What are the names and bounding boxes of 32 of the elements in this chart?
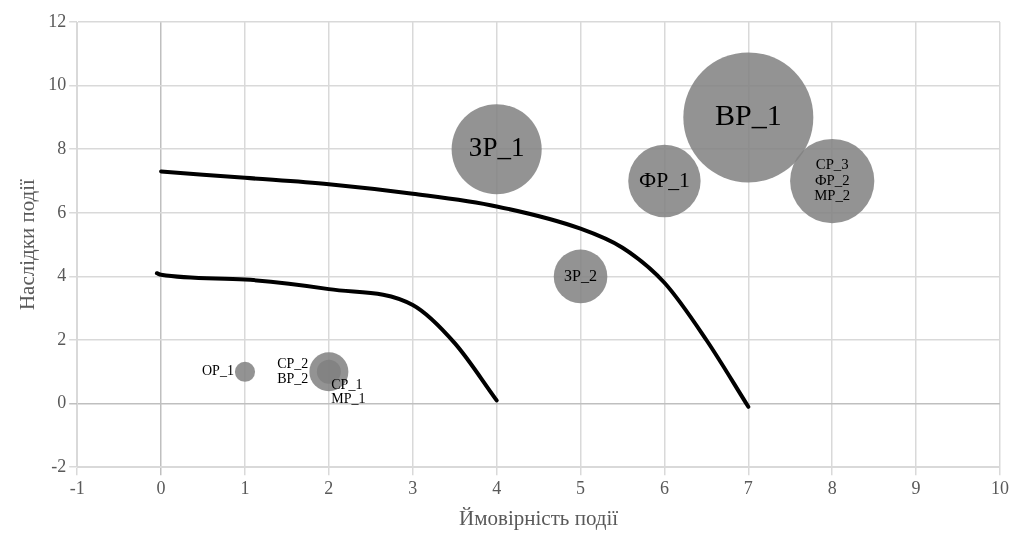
series-label: ФР_1 [638, 167, 690, 192]
x-tick-label: 2 [324, 477, 334, 498]
x-tick-label: 4 [492, 477, 502, 498]
x-tick-label: 9 [911, 477, 921, 498]
line-series [159, 169, 751, 409]
series-label: СР_2 ВР_2 [277, 356, 309, 386]
series-label: ВР_1 [714, 98, 782, 132]
x-axis-title: Ймовірність події [459, 505, 619, 530]
x-tick-label: 0 [156, 477, 166, 498]
x-tick-label: 3 [408, 477, 418, 498]
y-tick-label: 4 [57, 265, 67, 286]
y-axis-title: Наслідки події [15, 178, 40, 311]
y-tick-label: 6 [57, 201, 67, 222]
series-label: ЗР_1 [468, 132, 525, 163]
y-tick-label: 0 [57, 392, 67, 413]
y-tick-label: 8 [57, 137, 67, 158]
x-tick-label: 5 [576, 477, 586, 498]
x-tick-label: 10 [991, 477, 1009, 498]
y-tick-label: 12 [48, 10, 67, 31]
x-tick-label: 8 [827, 477, 837, 498]
series-label: ОР_1 [202, 363, 234, 379]
y-tick-label: -2 [51, 455, 67, 476]
x-tick-label: 7 [743, 477, 753, 498]
y-tick-label: 10 [48, 74, 67, 95]
series-label: СР_1 МР_1 [331, 376, 366, 407]
series-label: СР_3 ФР_2 МР_2 [814, 156, 851, 204]
y-tick-label: 2 [57, 328, 67, 349]
x-tick-label: 6 [659, 477, 669, 498]
x-tick-label: -1 [69, 477, 85, 498]
series-label: ЗР_2 [564, 266, 598, 284]
line-series [154, 271, 499, 403]
x-tick-label: 1 [240, 477, 250, 498]
